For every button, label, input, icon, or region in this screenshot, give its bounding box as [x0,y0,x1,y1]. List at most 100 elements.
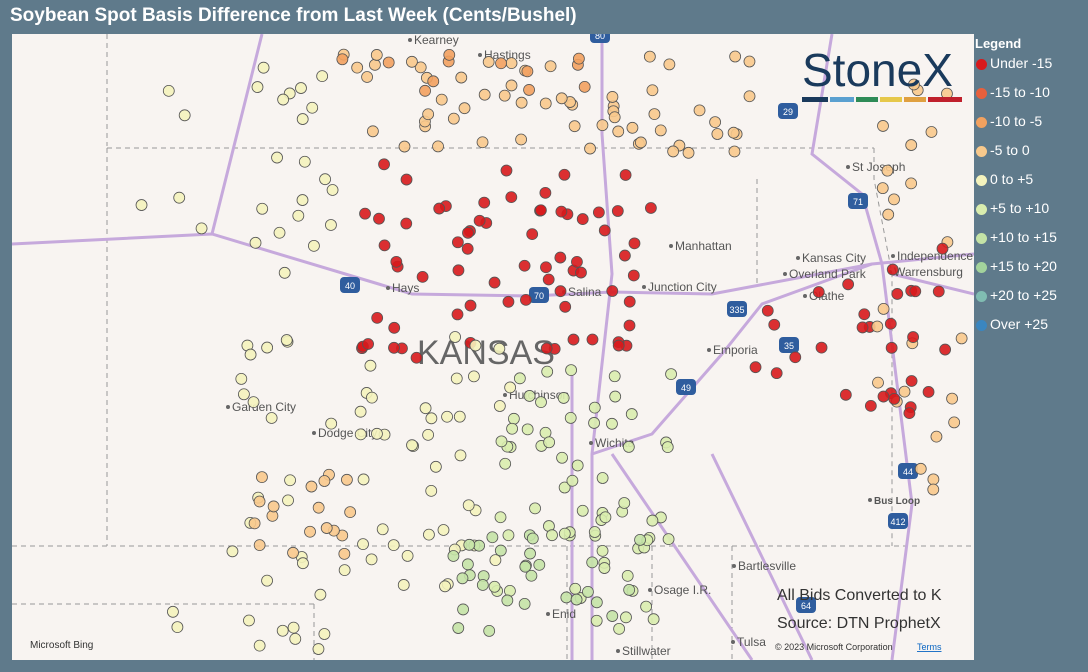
highway-shield [779,337,799,353]
location-dot [812,286,825,298]
location-dot [261,341,274,354]
location-dot [423,528,435,541]
location-dot [621,569,634,582]
legend-item[interactable]: 0 to +5 [975,171,1057,200]
location-dot [398,140,411,153]
location-dot [493,400,506,412]
location-dot [526,532,539,545]
location-dot [541,365,554,378]
location-dot [473,539,485,552]
location-dot [596,544,609,557]
location-dot [447,550,460,562]
location-dot [886,263,899,276]
location-dot [554,251,567,264]
location-dot [504,381,517,394]
place-dot [796,256,800,260]
location-dot [318,475,331,487]
location-dot [253,639,266,652]
location-dot [815,341,828,354]
location-dot [839,388,852,401]
legend-item[interactable]: -5 to 0 [975,142,1057,171]
legend-item[interactable]: +5 to +10 [975,200,1057,229]
location-dot [247,396,260,409]
location-dot [253,539,266,552]
legend-item[interactable]: +15 to +20 [975,258,1057,287]
legend-item[interactable]: Over +25 [975,316,1057,345]
location-dot [422,108,435,121]
location-dot [494,511,507,524]
legend-swatch [976,291,987,302]
location-dot [276,624,289,637]
location-dot [606,610,619,622]
location-dot [482,56,495,68]
location-dot [667,145,680,158]
legend-item[interactable]: -10 to -5 [975,113,1057,142]
location-dot [575,266,587,279]
location-dot [634,136,647,149]
legend-item[interactable]: +20 to +25 [975,287,1057,316]
location-dot [588,526,601,538]
location-dot [502,295,515,308]
location-dot [622,441,635,453]
location-dot [312,643,325,655]
legend-label: Over +25 [990,316,1048,332]
location-dot [661,441,674,453]
location-dot [388,341,400,354]
place-label: Kearney [414,34,459,47]
location-dot [308,239,320,252]
location-dot [173,191,186,204]
location-dot [608,370,621,383]
legend-swatch [976,146,987,157]
highway-label: 40 [345,281,355,291]
location-dot [609,390,622,403]
location-dot [682,146,695,159]
location-dot [400,217,413,230]
location-dot [515,133,528,146]
location-dot [135,199,148,211]
location-dot [557,392,570,404]
highway-shield [340,277,360,293]
location-dot [542,273,555,286]
location-dot [646,84,659,97]
location-dot [914,462,927,475]
location-dot [877,390,890,403]
location-dot [789,351,802,364]
location-dot [257,61,270,74]
legend-label: -15 to -10 [990,84,1050,100]
highway-shield [898,463,918,479]
location-dot [743,55,756,68]
location-dot [284,474,296,487]
location-dot [419,84,431,97]
location-dot [586,556,599,569]
legend-label: 0 to +5 [990,171,1034,187]
location-dot [478,196,491,209]
location-dot [872,376,884,389]
legend-item[interactable]: +10 to +15 [975,229,1057,258]
location-dot [555,205,568,218]
terms-link[interactable]: Terms [917,642,942,652]
highway-label: 64 [801,601,811,611]
place-dot [669,244,673,248]
highway-shield [796,597,816,613]
legend-item[interactable]: -15 to -10 [975,84,1057,113]
location-dot [955,332,968,345]
place-label: Overland Park [789,267,867,281]
location-dot [606,417,618,430]
place-dot [226,405,230,409]
location-dot [406,439,418,452]
location-dot [647,613,660,626]
location-dot [453,410,466,423]
location-dot [891,288,904,300]
location-dot [572,52,585,65]
location-dot [884,317,897,330]
location-dot [249,236,262,249]
location-dot [464,299,477,312]
legend-item[interactable]: Under -15 [975,55,1057,84]
place-dot [732,564,736,568]
location-dot [612,125,625,138]
location-dot [478,88,491,101]
location-dot [518,598,531,610]
location-dot [521,423,534,436]
location-dot [882,208,895,221]
location-dot [640,600,653,613]
